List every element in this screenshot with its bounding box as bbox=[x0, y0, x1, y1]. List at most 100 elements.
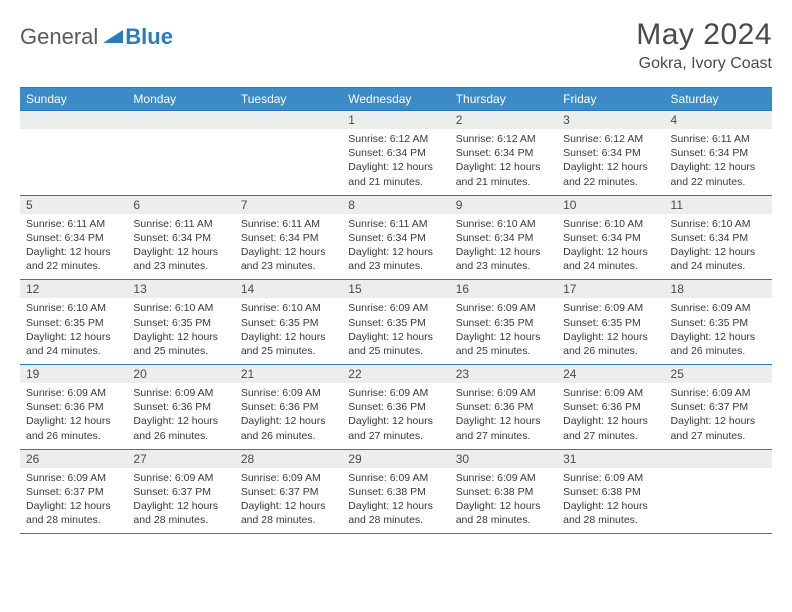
sunrise-line: Sunrise: 6:09 AM bbox=[348, 386, 443, 400]
day-detail-cell: Sunrise: 6:11 AMSunset: 6:34 PMDaylight:… bbox=[235, 214, 342, 280]
sunrise-line: Sunrise: 6:10 AM bbox=[26, 301, 121, 315]
day-number-cell: 16 bbox=[450, 280, 557, 299]
daylight-line: Daylight: 12 hours and 23 minutes. bbox=[456, 245, 551, 273]
sunrise-line: Sunrise: 6:09 AM bbox=[26, 471, 121, 485]
daylight-line: Daylight: 12 hours and 27 minutes. bbox=[563, 414, 658, 442]
sunset-line: Sunset: 6:35 PM bbox=[241, 316, 336, 330]
sunrise-line: Sunrise: 6:10 AM bbox=[241, 301, 336, 315]
day-detail-cell bbox=[20, 129, 127, 195]
daynum-row: 19202122232425 bbox=[20, 365, 772, 384]
weekday-header: Thursday bbox=[450, 88, 557, 111]
daylight-line: Daylight: 12 hours and 26 minutes. bbox=[563, 330, 658, 358]
sunrise-line: Sunrise: 6:10 AM bbox=[671, 217, 766, 231]
day-number-cell: 3 bbox=[557, 111, 664, 130]
day-number-cell: 2 bbox=[450, 111, 557, 130]
day-number-cell: 5 bbox=[20, 195, 127, 214]
day-number-cell: 29 bbox=[342, 449, 449, 468]
header: General Blue May 2024 Gokra, Ivory Coast bbox=[20, 18, 772, 73]
detail-row: Sunrise: 6:12 AMSunset: 6:34 PMDaylight:… bbox=[20, 129, 772, 195]
weekday-header: Monday bbox=[127, 88, 234, 111]
day-number-cell: 20 bbox=[127, 365, 234, 384]
day-number-cell: 24 bbox=[557, 365, 664, 384]
sunrise-line: Sunrise: 6:09 AM bbox=[671, 386, 766, 400]
weekday-header: Sunday bbox=[20, 88, 127, 111]
sunset-line: Sunset: 6:35 PM bbox=[26, 316, 121, 330]
day-detail-cell: Sunrise: 6:10 AMSunset: 6:35 PMDaylight:… bbox=[235, 298, 342, 364]
day-number-cell: 27 bbox=[127, 449, 234, 468]
sunrise-line: Sunrise: 6:09 AM bbox=[563, 471, 658, 485]
daylight-line: Daylight: 12 hours and 24 minutes. bbox=[563, 245, 658, 273]
day-detail-cell: Sunrise: 6:09 AMSunset: 6:36 PMDaylight:… bbox=[20, 383, 127, 449]
weekday-header-row: SundayMondayTuesdayWednesdayThursdayFrid… bbox=[20, 88, 772, 111]
sunset-line: Sunset: 6:34 PM bbox=[348, 231, 443, 245]
day-detail-cell bbox=[235, 129, 342, 195]
sunset-line: Sunset: 6:38 PM bbox=[348, 485, 443, 499]
day-detail-cell: Sunrise: 6:09 AMSunset: 6:35 PMDaylight:… bbox=[342, 298, 449, 364]
day-number-cell: 11 bbox=[665, 195, 772, 214]
sunrise-line: Sunrise: 6:11 AM bbox=[671, 132, 766, 146]
day-detail-cell: Sunrise: 6:09 AMSunset: 6:36 PMDaylight:… bbox=[557, 383, 664, 449]
logo-text-blue: Blue bbox=[125, 24, 173, 50]
sunset-line: Sunset: 6:34 PM bbox=[563, 231, 658, 245]
daynum-row: 262728293031 bbox=[20, 449, 772, 468]
sunset-line: Sunset: 6:34 PM bbox=[671, 231, 766, 245]
sunrise-line: Sunrise: 6:11 AM bbox=[241, 217, 336, 231]
daylight-line: Daylight: 12 hours and 23 minutes. bbox=[133, 245, 228, 273]
weekday-header: Saturday bbox=[665, 88, 772, 111]
daynum-row: 12131415161718 bbox=[20, 280, 772, 299]
sunset-line: Sunset: 6:35 PM bbox=[671, 316, 766, 330]
logo: General Blue bbox=[20, 24, 173, 50]
day-detail-cell: Sunrise: 6:12 AMSunset: 6:34 PMDaylight:… bbox=[342, 129, 449, 195]
daylight-line: Daylight: 12 hours and 24 minutes. bbox=[26, 330, 121, 358]
sunset-line: Sunset: 6:36 PM bbox=[26, 400, 121, 414]
sunset-line: Sunset: 6:35 PM bbox=[456, 316, 551, 330]
day-number-cell: 13 bbox=[127, 280, 234, 299]
day-number-cell: 14 bbox=[235, 280, 342, 299]
logo-text-general: General bbox=[20, 24, 98, 50]
day-detail-cell: Sunrise: 6:10 AMSunset: 6:34 PMDaylight:… bbox=[665, 214, 772, 280]
sunset-line: Sunset: 6:36 PM bbox=[563, 400, 658, 414]
detail-row: Sunrise: 6:10 AMSunset: 6:35 PMDaylight:… bbox=[20, 298, 772, 364]
day-number-cell: 15 bbox=[342, 280, 449, 299]
sunset-line: Sunset: 6:34 PM bbox=[348, 146, 443, 160]
day-detail-cell: Sunrise: 6:10 AMSunset: 6:35 PMDaylight:… bbox=[127, 298, 234, 364]
sunset-line: Sunset: 6:37 PM bbox=[671, 400, 766, 414]
daylight-line: Daylight: 12 hours and 26 minutes. bbox=[241, 414, 336, 442]
day-detail-cell: Sunrise: 6:09 AMSunset: 6:35 PMDaylight:… bbox=[665, 298, 772, 364]
day-detail-cell: Sunrise: 6:10 AMSunset: 6:35 PMDaylight:… bbox=[20, 298, 127, 364]
sunset-line: Sunset: 6:34 PM bbox=[241, 231, 336, 245]
day-number-cell bbox=[665, 449, 772, 468]
sunrise-line: Sunrise: 6:09 AM bbox=[563, 301, 658, 315]
day-detail-cell: Sunrise: 6:11 AMSunset: 6:34 PMDaylight:… bbox=[342, 214, 449, 280]
sunrise-line: Sunrise: 6:09 AM bbox=[241, 471, 336, 485]
day-number-cell: 19 bbox=[20, 365, 127, 384]
sunrise-line: Sunrise: 6:09 AM bbox=[348, 301, 443, 315]
day-detail-cell: Sunrise: 6:09 AMSunset: 6:37 PMDaylight:… bbox=[235, 468, 342, 534]
day-number-cell: 21 bbox=[235, 365, 342, 384]
weekday-header: Wednesday bbox=[342, 88, 449, 111]
sunset-line: Sunset: 6:34 PM bbox=[133, 231, 228, 245]
title-block: May 2024 Gokra, Ivory Coast bbox=[636, 18, 772, 73]
sunset-line: Sunset: 6:36 PM bbox=[456, 400, 551, 414]
sunrise-line: Sunrise: 6:12 AM bbox=[563, 132, 658, 146]
daylight-line: Daylight: 12 hours and 24 minutes. bbox=[671, 245, 766, 273]
day-number-cell: 30 bbox=[450, 449, 557, 468]
sunrise-line: Sunrise: 6:10 AM bbox=[456, 217, 551, 231]
sunrise-line: Sunrise: 6:11 AM bbox=[26, 217, 121, 231]
daylight-line: Daylight: 12 hours and 25 minutes. bbox=[456, 330, 551, 358]
daylight-line: Daylight: 12 hours and 22 minutes. bbox=[671, 160, 766, 188]
day-detail-cell: Sunrise: 6:09 AMSunset: 6:36 PMDaylight:… bbox=[342, 383, 449, 449]
sunrise-line: Sunrise: 6:11 AM bbox=[133, 217, 228, 231]
day-detail-cell: Sunrise: 6:09 AMSunset: 6:36 PMDaylight:… bbox=[127, 383, 234, 449]
day-number-cell: 18 bbox=[665, 280, 772, 299]
day-number-cell bbox=[235, 111, 342, 130]
day-detail-cell: Sunrise: 6:09 AMSunset: 6:36 PMDaylight:… bbox=[235, 383, 342, 449]
sunrise-line: Sunrise: 6:09 AM bbox=[133, 386, 228, 400]
day-number-cell: 12 bbox=[20, 280, 127, 299]
sunrise-line: Sunrise: 6:12 AM bbox=[348, 132, 443, 146]
weekday-header: Tuesday bbox=[235, 88, 342, 111]
daynum-row: 567891011 bbox=[20, 195, 772, 214]
day-number-cell: 10 bbox=[557, 195, 664, 214]
daylight-line: Daylight: 12 hours and 28 minutes. bbox=[348, 499, 443, 527]
sunset-line: Sunset: 6:36 PM bbox=[241, 400, 336, 414]
